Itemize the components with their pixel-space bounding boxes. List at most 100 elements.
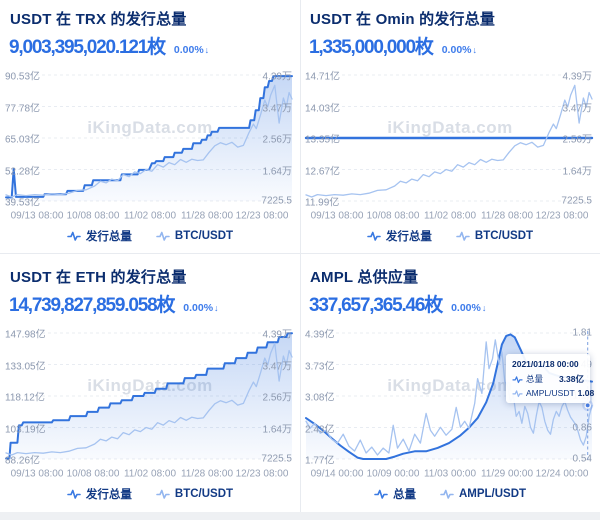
y-axis-label: 1.81 <box>572 327 592 339</box>
y-axis-label: 3.73亿 <box>305 361 335 372</box>
tooltip-date: 2021/01/18 00:00 <box>512 359 579 369</box>
y-axis-label: 4.39万 <box>562 71 592 83</box>
watermark: iKingData.com <box>87 118 213 137</box>
y-axis-label: 3.47万 <box>562 103 592 114</box>
x-axis-label: 10/08 08:00 <box>366 210 420 222</box>
panel-title: USDT 在 ETH 的发行总量 <box>10 269 187 286</box>
watermark: iKingData.com <box>387 118 513 137</box>
y-axis-label: 3.08亿 <box>305 392 335 404</box>
x-axis-label: 12/23 08:00 <box>235 210 289 222</box>
x-axis-label: 09/13 08:00 <box>310 210 364 222</box>
y-axis-label: 2.56万 <box>262 134 292 146</box>
y-axis-label: 7225.5 <box>561 195 592 207</box>
panel-title: USDT 在 Omin 的发行总量 <box>310 11 496 28</box>
y-axis-label: 118.12亿 <box>5 392 45 404</box>
panel-usdt-trx: USDT 在 TRX 的发行总量 9,003,395,020.121枚 0.00… <box>0 0 300 258</box>
trend-down-icon: ↓ <box>472 45 478 55</box>
x-axis-label: 12/23 08:00 <box>535 210 589 222</box>
y-axis-label: 133.05亿 <box>5 361 46 372</box>
change-percent: 0.00%↓ <box>441 44 478 56</box>
x-axis-label: 11/28 08:00 <box>180 210 234 222</box>
x-axis-label: 09/13 08:00 <box>10 468 64 480</box>
panel-title: AMPL 总供应量 <box>310 269 419 286</box>
y-axis-label: 4.39亿 <box>305 329 335 341</box>
y-axis-label: 1.64万 <box>262 424 292 435</box>
y-axis-label: 13.35亿 <box>305 134 341 146</box>
y-axis-label: 1.64万 <box>262 166 292 177</box>
y-axis-label: 4.39万 <box>262 329 292 341</box>
legend-item-issuance[interactable]: 发行总量 <box>367 228 432 244</box>
y-axis-label: 2.56万 <box>262 392 292 404</box>
change-percent: 0.00%↓ <box>183 302 219 314</box>
y-axis-label: 14.03亿 <box>305 103 341 114</box>
chart-legend: 发行总量 BTC/USDT <box>300 228 600 244</box>
trend-down-icon: ↓ <box>204 45 210 55</box>
tooltip-row: 总量 3.38亿 <box>512 373 584 385</box>
legend-item-total-supply[interactable]: 总量 <box>374 486 416 502</box>
y-axis-label: 52.28亿 <box>5 166 41 177</box>
y-axis-label: 103.19亿 <box>5 424 46 435</box>
line-chart[interactable] <box>0 0 300 258</box>
y-axis-label: 7225.5 <box>261 195 292 207</box>
y-axis-label: 0.54 <box>572 453 592 465</box>
y-axis-label: 88.26亿 <box>5 455 41 467</box>
current-value: 9,003,395,020.121枚 <box>9 37 166 58</box>
chart-legend: 发行总量 BTC/USDT <box>0 486 300 502</box>
panel-divider-vertical <box>300 0 301 512</box>
x-axis-label: 09/13 08:00 <box>10 210 64 222</box>
trend-down-icon: ↓ <box>214 303 219 313</box>
legend-item-btc-usdt[interactable]: BTC/USDT <box>156 486 233 502</box>
legend-item-btc-usdt[interactable]: BTC/USDT <box>156 228 233 244</box>
y-axis-label: 11.99亿 <box>305 197 340 209</box>
legend-item-btc-usdt[interactable]: BTC/USDT <box>456 228 533 244</box>
x-axis-label: 12/23 08:00 <box>235 468 289 480</box>
y-axis-label: 39.53亿 <box>5 197 41 209</box>
x-axis-label: 11/29 00:00 <box>480 468 534 480</box>
y-axis-label: 7225.5 <box>261 453 292 465</box>
current-value: 337,657,365.46枚 <box>309 295 443 316</box>
line-chart[interactable] <box>0 258 300 516</box>
x-axis-label: 10/08 08:00 <box>66 468 120 480</box>
panel-ampl-supply: AMPL 总供应量 337,657,365.46枚 0.00%↓ iKingDa… <box>300 258 600 520</box>
chart-legend: 总量 AMPL/USDT <box>300 486 600 502</box>
panel-usdt-omin: USDT 在 Omin 的发行总量 1,335,000,000枚 0.00%↓ … <box>300 0 600 258</box>
x-axis-label: 12/24 00:00 <box>535 468 589 480</box>
y-axis-label: 2.56万 <box>562 134 592 146</box>
pulse-icon <box>67 489 81 499</box>
legend-item-issuance[interactable]: 发行总量 <box>67 486 132 502</box>
line-chart[interactable] <box>300 0 600 258</box>
x-axis-label: 11/02 08:00 <box>123 468 177 480</box>
panel-divider-horizontal <box>0 253 600 254</box>
legend-item-ampl-usdt[interactable]: AMPL/USDT <box>440 486 526 502</box>
pulse-icon <box>367 231 381 241</box>
x-axis-label: 11/02 08:00 <box>123 210 177 222</box>
y-axis-label: 3.47万 <box>262 361 292 372</box>
x-axis-label: 09/14 00:00 <box>310 468 364 480</box>
current-value: 14,739,827,859.058枚 <box>9 295 175 316</box>
y-axis-label: 90.53亿 <box>5 71 41 83</box>
pulse-icon <box>512 375 523 383</box>
pulse-icon <box>67 231 81 241</box>
x-axis-label: 11/28 08:00 <box>180 468 234 480</box>
y-axis-label: 4.39万 <box>262 71 292 83</box>
pulse-icon <box>374 489 388 499</box>
current-value: 1,335,000,000枚 <box>309 37 434 58</box>
pulse-icon <box>512 389 523 397</box>
y-axis-label: 12.67亿 <box>305 166 341 177</box>
pulse-icon <box>456 231 470 241</box>
y-axis-label: 0.86 <box>572 422 592 433</box>
y-axis-label: 3.47万 <box>262 103 292 114</box>
tooltip-row: AMPL/USDT 1.08 <box>512 388 594 398</box>
y-axis-label: 77.78亿 <box>5 103 41 114</box>
page-bottom-strip <box>0 512 600 520</box>
x-axis-label: 10/08 08:00 <box>66 210 120 222</box>
legend-item-issuance[interactable]: 发行总量 <box>67 228 132 244</box>
pulse-icon <box>156 489 170 499</box>
change-percent: 0.00%↓ <box>451 302 487 314</box>
x-axis-label: 11/02 08:00 <box>423 210 477 222</box>
x-axis-label: 11/28 08:00 <box>480 210 534 222</box>
y-axis-label: 2.43亿 <box>305 424 335 435</box>
y-axis-label: 1.77亿 <box>305 455 335 467</box>
change-percent: 0.00%↓ <box>173 44 210 56</box>
